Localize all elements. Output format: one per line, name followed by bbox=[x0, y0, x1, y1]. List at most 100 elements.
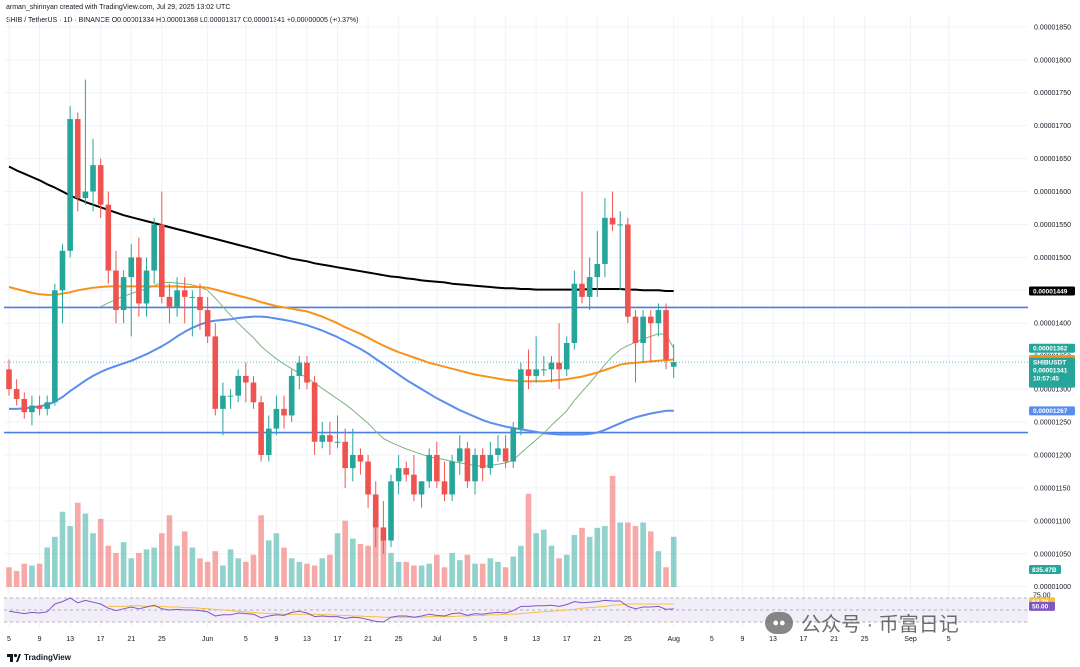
time-tick-label: 9 bbox=[740, 636, 744, 643]
candle-body bbox=[235, 375, 241, 396]
time-tick-label: 25 bbox=[861, 636, 869, 643]
volume-bar bbox=[59, 511, 66, 587]
volume-bar bbox=[418, 565, 425, 587]
price-tick-label: 0.00001800 bbox=[1034, 57, 1071, 64]
volume-bar bbox=[36, 563, 43, 587]
candle-body bbox=[105, 204, 112, 271]
volume-bar bbox=[411, 565, 417, 587]
candle-body bbox=[311, 382, 318, 442]
time-tick-label: 13 bbox=[303, 636, 311, 643]
candle-body bbox=[663, 310, 669, 360]
volume-bar bbox=[541, 529, 547, 587]
volume-bar bbox=[372, 515, 379, 587]
candle-body bbox=[159, 224, 165, 297]
volume-bar bbox=[395, 561, 402, 587]
volume-bar bbox=[556, 558, 562, 587]
candle-body bbox=[632, 316, 639, 343]
volume-bar bbox=[548, 545, 555, 587]
candle-body bbox=[395, 468, 402, 482]
candle-body bbox=[36, 405, 43, 409]
price-tick-label: 0.00001600 bbox=[1034, 189, 1071, 196]
volume-bar bbox=[212, 551, 219, 587]
candle-body bbox=[250, 382, 257, 403]
volume-bar bbox=[44, 547, 50, 587]
time-axis[interactable]: 5 9 13 17 21 25 Jun 5 9 13 17 21 25 Jul 5 9 13 17 21 25 Aug 5… bbox=[7, 636, 951, 643]
candle-body bbox=[456, 448, 463, 462]
volume-bar bbox=[159, 533, 165, 587]
candle-body bbox=[357, 454, 364, 462]
candle-body bbox=[151, 224, 157, 271]
chart-header: arman_shirinyan created with TradingView… bbox=[6, 3, 358, 25]
volume-bar bbox=[609, 475, 616, 587]
candle-body bbox=[304, 362, 310, 383]
volume-bar bbox=[640, 522, 646, 587]
volume-tag bbox=[1029, 565, 1061, 574]
volume-bar bbox=[151, 547, 157, 587]
candle-body bbox=[434, 454, 440, 482]
candle-body bbox=[197, 296, 203, 311]
candle-body bbox=[594, 263, 601, 278]
volume-bar bbox=[311, 565, 318, 587]
rsi-pane bbox=[4, 597, 1028, 623]
volume-bar bbox=[74, 502, 81, 587]
candle-body bbox=[441, 481, 448, 495]
volume-bar bbox=[197, 558, 203, 587]
price-tag bbox=[1029, 343, 1075, 353]
candle-body bbox=[502, 448, 509, 462]
candle-body bbox=[426, 454, 432, 482]
volume-bar bbox=[327, 554, 333, 587]
candle-body bbox=[342, 441, 348, 469]
volume-bar bbox=[136, 552, 142, 587]
volume-bar bbox=[189, 547, 196, 587]
candle-body bbox=[74, 119, 81, 199]
volume-bar bbox=[304, 563, 310, 587]
watermark-text: 公众号 · 币富日记 bbox=[801, 614, 959, 636]
time-tick-label: 17 bbox=[563, 636, 571, 643]
candle-body bbox=[174, 290, 180, 307]
volume-bar bbox=[90, 533, 96, 587]
volume-bar bbox=[380, 538, 387, 587]
time-tick-label: 25 bbox=[158, 636, 166, 643]
candle-body bbox=[655, 310, 662, 324]
time-tick-label: 21 bbox=[830, 636, 838, 643]
price-tick-label: 0.00001250 bbox=[1034, 420, 1071, 427]
volume-bar bbox=[426, 563, 432, 587]
candle-body bbox=[44, 402, 50, 409]
wechat-icon: ●● bbox=[765, 611, 793, 634]
volume-bar bbox=[13, 570, 20, 587]
price-axis[interactable]: 0.00001850 0.00001800 0.00001750 0.00001700… bbox=[1034, 24, 1071, 591]
volume-bar bbox=[174, 545, 180, 587]
volume-bar bbox=[464, 554, 471, 587]
volume-bar bbox=[128, 558, 135, 587]
candle-body bbox=[670, 362, 677, 367]
tradingview-brand[interactable]: TradingView bbox=[7, 653, 71, 662]
time-tick-label: 9 bbox=[38, 636, 42, 643]
candle-body bbox=[288, 375, 295, 416]
candle-body bbox=[388, 481, 394, 541]
price-tick-label: 0.00001700 bbox=[1034, 123, 1071, 130]
candle-body bbox=[418, 481, 425, 495]
candle-body bbox=[449, 461, 455, 495]
volume-bar bbox=[472, 563, 478, 587]
price-tick-label: 0.00001200 bbox=[1034, 452, 1071, 459]
candle-body bbox=[617, 224, 623, 226]
price-tick-label: 0.00001000 bbox=[1034, 584, 1071, 591]
volume-bar bbox=[243, 561, 249, 587]
candle-body bbox=[243, 375, 249, 383]
candle-body bbox=[52, 290, 58, 403]
volume-bar bbox=[403, 561, 410, 587]
price-tag bbox=[1029, 286, 1075, 296]
candle-body bbox=[143, 270, 150, 304]
time-tick-label: Jul bbox=[432, 636, 441, 643]
rsi-tag bbox=[1029, 601, 1055, 611]
volume-bar bbox=[571, 535, 578, 587]
volume-bar bbox=[632, 526, 639, 587]
symbol-label[interactable]: SHIB / TetherUS · 1D · BINANCE bbox=[6, 17, 110, 24]
time-tick-label: 21 bbox=[593, 636, 601, 643]
ma50-line bbox=[9, 315, 674, 436]
volume-bar bbox=[166, 515, 173, 587]
volume-bar bbox=[97, 518, 104, 587]
candle-body bbox=[586, 277, 593, 297]
volume-tag-text: 835.47B bbox=[1032, 567, 1057, 574]
